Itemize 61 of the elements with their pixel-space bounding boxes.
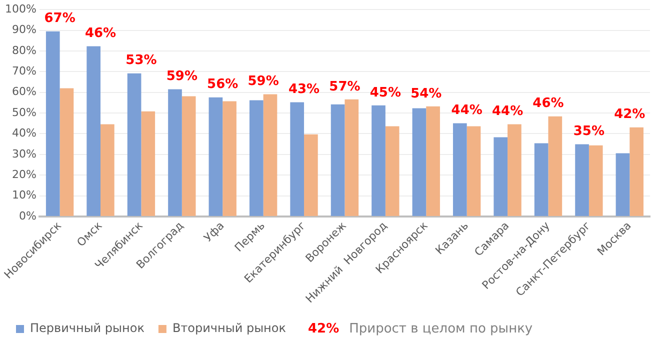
bar <box>127 73 142 216</box>
annotation: 54% <box>410 86 442 102</box>
annotation: 46% <box>84 26 116 42</box>
bar <box>616 153 630 216</box>
y-tick-label: 10% <box>12 188 36 202</box>
bar <box>100 124 114 216</box>
y-tick-label: 0% <box>18 209 36 222</box>
annotation: 59% <box>248 74 279 90</box>
bar <box>182 96 196 216</box>
annotation: 43% <box>288 82 320 98</box>
annotation: 67% <box>44 11 76 26</box>
bar <box>575 144 589 216</box>
bar <box>304 134 318 216</box>
y-tick-label: 60% <box>12 85 36 98</box>
bar <box>141 111 156 216</box>
text: Прирост в целом по рынку <box>349 321 533 336</box>
bar <box>452 123 467 216</box>
bar <box>168 89 182 216</box>
bar <box>263 94 278 216</box>
bar <box>630 127 644 216</box>
bar <box>372 105 386 216</box>
annotation: 45% <box>370 85 401 100</box>
text: 42% <box>308 321 340 336</box>
annotation: 53% <box>126 53 157 68</box>
bar <box>385 126 400 216</box>
y-tick-label: 50% <box>12 106 36 119</box>
y-tick-label: 40% <box>12 126 36 140</box>
legend-label: Вторичный рынок <box>172 321 286 336</box>
bar <box>249 100 264 216</box>
annotation: 46% <box>532 96 564 112</box>
bar <box>588 145 603 216</box>
y-tick-label: 100% <box>4 2 36 16</box>
x-tick-label: Уфа <box>201 219 227 244</box>
annotation: 35% <box>573 124 605 140</box>
bar <box>466 126 481 216</box>
annotation: 42% <box>614 107 646 122</box>
y-tick-label: 30% <box>12 147 36 160</box>
annotation: 59% <box>166 69 198 84</box>
bar <box>548 116 562 216</box>
annotation: 56% <box>207 77 238 92</box>
y-tick-label: 70% <box>12 64 36 78</box>
bar <box>86 46 101 216</box>
bar <box>290 102 304 216</box>
bar <box>412 108 426 216</box>
bar <box>222 101 236 216</box>
bar <box>508 124 522 216</box>
y-tick-label: 80% <box>12 44 36 57</box>
bar <box>344 99 359 216</box>
y-tick-label: 20% <box>12 168 36 181</box>
y-tick-label: 90% <box>12 23 36 36</box>
annotation: 57% <box>329 79 360 94</box>
legend-label: Первичный рынок <box>30 321 144 336</box>
bar <box>208 97 223 216</box>
bar <box>330 104 345 216</box>
bar <box>494 137 508 216</box>
bar <box>60 88 74 216</box>
annotation: 44% <box>451 103 482 118</box>
bar <box>46 31 60 216</box>
bar <box>426 106 440 216</box>
annotation: 44% <box>492 104 524 120</box>
bar <box>534 143 548 216</box>
